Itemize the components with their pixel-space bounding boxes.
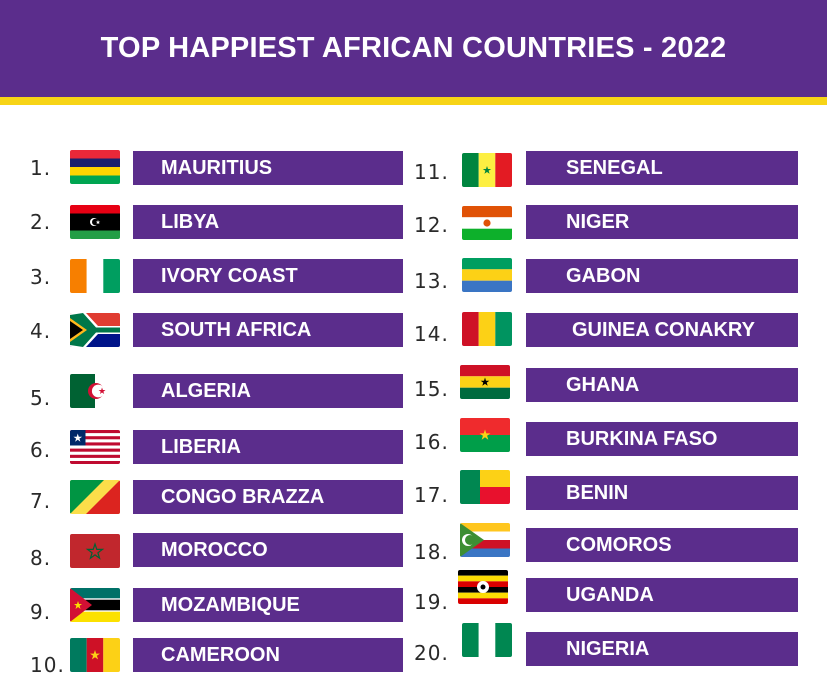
comoros-flag-icon bbox=[460, 523, 510, 557]
header-banner bbox=[0, 0, 827, 97]
ghana-flag-icon bbox=[460, 365, 510, 399]
rank-label: 17. bbox=[414, 483, 449, 507]
mauritius-flag-icon bbox=[70, 150, 120, 184]
guinea-flag-icon bbox=[462, 312, 512, 346]
libya-flag-icon bbox=[70, 205, 120, 239]
rank-label: 16. bbox=[414, 430, 449, 454]
page-title: TOP HAPPIEST AFRICAN COUNTRIES - 2022 bbox=[100, 32, 727, 64]
senegal-flag-icon bbox=[462, 153, 512, 187]
burkina-faso-flag-icon bbox=[460, 418, 510, 452]
country-name: MAURITIUS bbox=[133, 151, 403, 185]
rank-label: 10. bbox=[30, 653, 65, 677]
country-name: SOUTH AFRICA bbox=[133, 313, 403, 347]
rank-label: 2. bbox=[30, 210, 52, 234]
country-name: BURKINA FASO bbox=[526, 422, 798, 456]
country-name: SENEGAL bbox=[526, 151, 798, 185]
gabon-flag-icon bbox=[462, 258, 512, 292]
rank-label: 8. bbox=[30, 546, 52, 570]
algeria-flag-icon bbox=[70, 374, 120, 408]
rank-label: 13. bbox=[414, 269, 449, 293]
rank-label: 19. bbox=[414, 590, 449, 614]
rank-label: 14. bbox=[414, 322, 449, 346]
rank-label: 5. bbox=[30, 386, 52, 410]
country-name: GHANA bbox=[526, 368, 798, 402]
uganda-flag-icon bbox=[458, 570, 508, 604]
rank-label: 18. bbox=[414, 540, 449, 564]
congo-flag-icon bbox=[70, 480, 120, 514]
ivory-coast-flag-icon bbox=[70, 259, 120, 293]
country-name: CAMEROON bbox=[133, 638, 403, 672]
rank-label: 4. bbox=[30, 319, 52, 343]
benin-flag-icon bbox=[460, 470, 510, 504]
country-name: GUINEA CONAKRY bbox=[526, 313, 798, 347]
rank-label: 15. bbox=[414, 377, 449, 401]
cameroon-flag-icon bbox=[70, 638, 120, 672]
rank-label: 6. bbox=[30, 438, 52, 462]
nigeria-flag-icon bbox=[462, 623, 512, 657]
accent-divider bbox=[0, 97, 827, 105]
rank-label: 1. bbox=[30, 156, 52, 180]
country-name: GABON bbox=[526, 259, 798, 293]
country-name: CONGO BRAZZA bbox=[133, 480, 403, 514]
country-name: ALGERIA bbox=[133, 374, 403, 408]
country-name: UGANDA bbox=[526, 578, 798, 612]
country-name: IVORY COAST bbox=[133, 259, 403, 293]
country-name: COMOROS bbox=[526, 528, 798, 562]
country-name: BENIN bbox=[526, 476, 798, 510]
rank-label: 9. bbox=[30, 600, 52, 624]
rank-label: 12. bbox=[414, 213, 449, 237]
country-name: LIBYA bbox=[133, 205, 403, 239]
liberia-flag-icon bbox=[70, 430, 120, 464]
country-name: MOROCCO bbox=[133, 533, 403, 567]
country-name: MOZAMBIQUE bbox=[133, 588, 403, 622]
morocco-flag-icon bbox=[70, 534, 120, 568]
mozambique-flag-icon bbox=[70, 588, 120, 622]
country-name: NIGERIA bbox=[526, 632, 798, 666]
niger-flag-icon bbox=[462, 206, 512, 240]
rank-label: 20. bbox=[414, 641, 449, 665]
country-name: NIGER bbox=[526, 205, 798, 239]
south-africa-flag-icon bbox=[70, 313, 120, 347]
rank-label: 7. bbox=[30, 489, 52, 513]
country-name: LIBERIA bbox=[133, 430, 403, 464]
rank-label: 11. bbox=[414, 160, 449, 184]
rank-label: 3. bbox=[30, 265, 52, 289]
